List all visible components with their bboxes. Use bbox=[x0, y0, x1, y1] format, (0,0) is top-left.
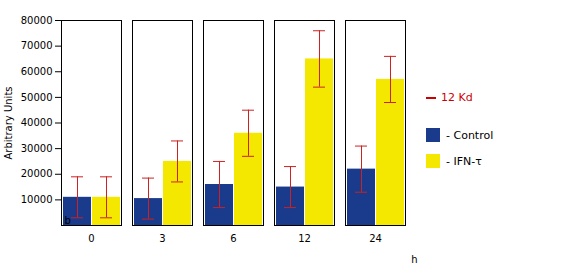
html-text:- Control: - Control bbox=[446, 128, 494, 142]
html-text:12 Kd: 12 Kd bbox=[441, 91, 473, 104]
svg-text:50000: 50000 bbox=[21, 92, 53, 103]
svg-text:6: 6 bbox=[230, 233, 236, 244]
svg-text:10000: 10000 bbox=[21, 194, 53, 205]
svg-text:40000: 40000 bbox=[21, 117, 53, 128]
svg-text:Arbitrary Units: Arbitrary Units bbox=[3, 86, 14, 159]
svg-text:70000: 70000 bbox=[21, 40, 53, 51]
svg-text:20000: 20000 bbox=[21, 168, 53, 179]
html-text:- IFN-τ: - IFN-τ bbox=[446, 154, 482, 168]
svg-text:0: 0 bbox=[88, 233, 94, 244]
svg-text:60000: 60000 bbox=[21, 66, 53, 77]
svg-text:3: 3 bbox=[159, 233, 165, 244]
svg-text:30000: 30000 bbox=[21, 143, 53, 154]
svg-text:80000: 80000 bbox=[21, 15, 53, 26]
svg-text:24: 24 bbox=[369, 233, 382, 244]
svg-text:12: 12 bbox=[298, 233, 311, 244]
svg-text:h: h bbox=[411, 254, 417, 265]
svg-text:b: b bbox=[65, 215, 71, 226]
